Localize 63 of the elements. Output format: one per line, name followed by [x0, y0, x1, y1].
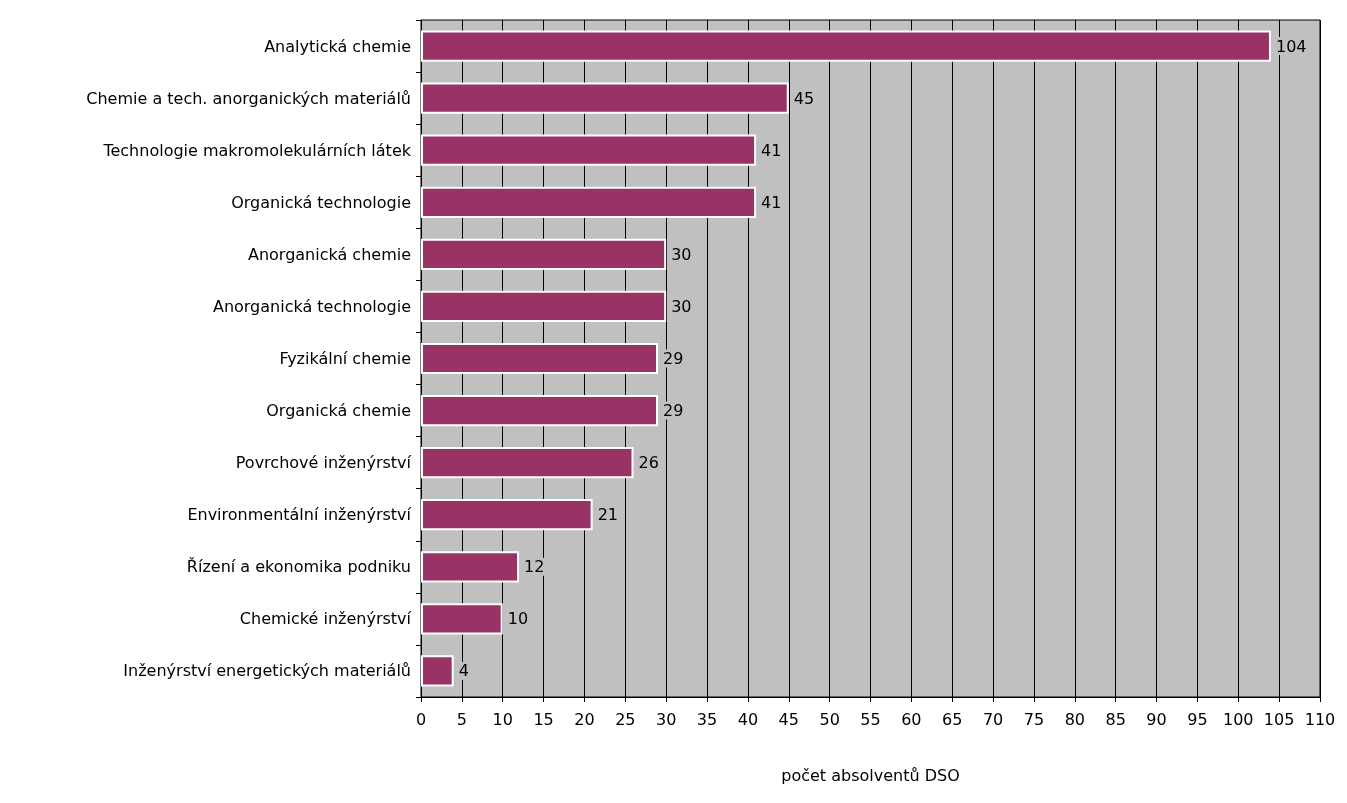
bar [421, 551, 520, 583]
x-axis-title: počet absolventů DSO [781, 765, 960, 785]
y-tick-label: Organická technologie [231, 192, 411, 212]
bar [421, 134, 757, 166]
data-label: 26 [638, 453, 659, 473]
bar [421, 394, 659, 427]
data-label: 45 [793, 88, 815, 108]
x-tick-label: 40 [737, 709, 759, 729]
x-tick-label: 90 [1146, 709, 1167, 729]
x-tick-label: 55 [860, 709, 881, 729]
data-label: 29 [663, 401, 684, 421]
x-tick-label: 80 [1064, 709, 1085, 729]
x-tick-label: 30 [656, 709, 677, 729]
y-tick-label: Chemie a tech. anorganických materiálů [86, 88, 411, 108]
x-tick-label: 15 [533, 709, 554, 729]
data-label: 21 [597, 505, 618, 525]
data-label: 29 [663, 349, 684, 368]
y-tick-label: Povrchové inženýrství [235, 453, 412, 473]
data-label: 104 [1275, 36, 1307, 56]
x-tick-label: 35 [696, 709, 718, 729]
y-tick-label: Analytická chemie [264, 36, 411, 56]
x-tick-label: 95 [1187, 709, 1208, 729]
x-tick-label: 25 [615, 709, 636, 729]
x-tick-label: 5 [456, 709, 467, 729]
data-label: 30 [671, 296, 692, 316]
x-tick-label: 50 [819, 709, 840, 729]
x-tick-label: 0 [415, 709, 427, 729]
bar [421, 447, 634, 479]
data-label: 10 [507, 609, 529, 629]
y-tick-label: Anorganická technologie [212, 296, 411, 316]
y-tick-label: Chemické inženýrství [239, 609, 412, 629]
data-label: 4 [458, 661, 469, 681]
y-tick-label: Řízení a ekonomika podniku [186, 557, 411, 577]
x-tick-label: 85 [1105, 709, 1126, 729]
data-label: 41 [761, 192, 782, 212]
y-tick-label: Fyzikální chemie [279, 349, 411, 368]
bar [421, 342, 659, 375]
x-tick-label: 110 [1304, 709, 1336, 729]
bar [421, 290, 667, 323]
x-tick-label: 65 [942, 709, 963, 729]
bar [421, 82, 789, 114]
bar [421, 238, 667, 270]
y-tick-label: Technologie makromolekulárních látek [102, 140, 412, 160]
bar [421, 499, 593, 531]
y-tick-label: Inženýrství energetických materiálů [123, 661, 411, 681]
data-label: 12 [524, 557, 545, 577]
x-tick-label: 10 [492, 709, 513, 729]
bar [421, 186, 757, 218]
x-tick-label: 75 [1023, 709, 1045, 729]
y-tick-label: Anorganická chemie [247, 244, 411, 264]
x-tick-label: 45 [778, 709, 799, 729]
bar [421, 30, 1271, 62]
x-tick-label: 20 [574, 709, 595, 729]
x-tick-label: 105 [1263, 709, 1295, 729]
x-tick-label: 100 [1223, 709, 1254, 729]
bar [421, 603, 503, 635]
y-tick-label: Environmentální inženýrství [187, 505, 412, 525]
data-label: 30 [671, 244, 692, 264]
data-label: 41 [761, 140, 782, 160]
bar [421, 655, 454, 687]
x-tick-label: 70 [982, 709, 1004, 729]
y-tick-label: Organická chemie [266, 401, 411, 421]
x-tick-label: 60 [901, 709, 922, 729]
